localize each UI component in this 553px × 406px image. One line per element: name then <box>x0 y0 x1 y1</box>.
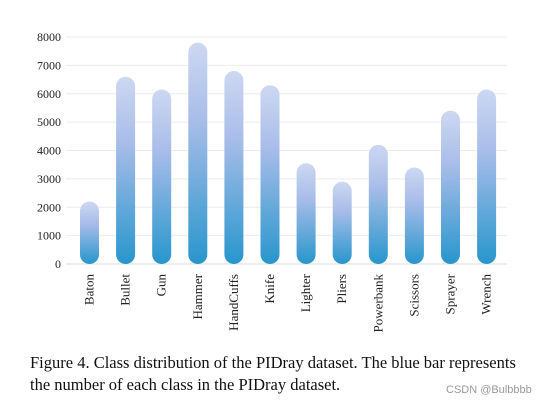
x-tick-label-sprayer: Sprayer <box>443 273 458 314</box>
bar-bullet <box>116 76 136 264</box>
y-tick-label: 6000 <box>37 87 61 101</box>
y-tick-label: 3000 <box>37 172 61 186</box>
y-tick-label: 1000 <box>37 229 61 243</box>
x-tick-label-baton: Baton <box>82 274 97 306</box>
figure-caption: Figure 4. Class distribution of the PIDr… <box>30 353 516 394</box>
y-tick-label: 0 <box>55 257 61 271</box>
y-axis: 0 1000 2000 3000 4000 5000 6000 7000 8000 <box>37 30 61 271</box>
bars <box>80 42 497 265</box>
x-tick-label-scissors: Scissors <box>406 274 421 317</box>
bar-sprayer <box>441 110 460 265</box>
x-tick-label-gun: Gun <box>154 274 169 297</box>
bar-handcuffs <box>224 71 244 264</box>
x-tick-label-lighter: Lighter <box>298 273 313 312</box>
y-tick-label: 7000 <box>37 58 61 72</box>
x-tick-label-wrench: Wrench <box>479 274 494 315</box>
bar-hammer <box>188 42 208 264</box>
gridlines <box>66 36 507 265</box>
x-tick-label-knife: Knife <box>262 274 277 304</box>
bar-lighter <box>296 163 316 264</box>
x-tick-label-bullet: Bullet <box>118 274 133 306</box>
x-tick-label-handcuffs: HandCuffs <box>226 274 241 331</box>
y-tick-label: 2000 <box>37 200 61 214</box>
y-tick-label: 5000 <box>37 115 61 129</box>
x-axis: Baton Bullet Gun Hammer HandCuffs Knife Lighte… <box>82 273 494 332</box>
x-tick-label-pliers: Pliers <box>334 274 349 304</box>
bar-wrench <box>477 89 497 265</box>
bar-powerbank <box>368 144 388 264</box>
bar-pliers <box>332 181 352 264</box>
y-tick-label: 4000 <box>37 144 61 158</box>
bar-knife <box>260 85 280 264</box>
bar-baton <box>80 201 99 264</box>
x-tick-label-hammer: Hammer <box>190 273 205 319</box>
x-tick-label-powerbank: Powerbank <box>370 274 385 333</box>
y-tick-label: 8000 <box>37 30 61 44</box>
watermark: CSDN @Bulbbbb <box>446 384 532 396</box>
bar-scissors <box>404 167 424 264</box>
bar-gun <box>152 89 172 265</box>
